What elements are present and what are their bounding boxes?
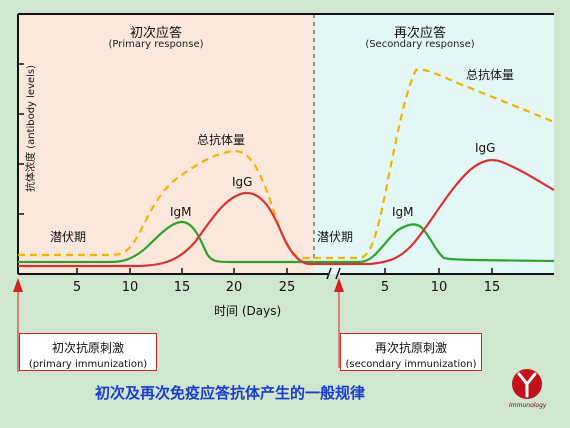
- primary-response-title: 初次应答: [129, 26, 182, 41]
- primary-immunization-title: 初次抗原刺激: [51, 341, 124, 355]
- igg-label-primary: IgG: [232, 175, 253, 189]
- x-tick-label: 15: [173, 280, 191, 295]
- y-axis-label: 抗体浓度 (antibody levels): [26, 64, 37, 192]
- igm-label-primary: IgM: [170, 205, 192, 219]
- immunology-logo: [512, 369, 542, 399]
- total-antibody-label-primary: 总抗体量: [197, 133, 246, 147]
- primary-arrowhead: [13, 278, 23, 292]
- secondary-immunization-subtitle: (secondary immunization): [345, 359, 477, 370]
- igm-curve-secondary: [314, 223, 555, 264]
- x-tick-label: 15: [483, 280, 501, 295]
- figure-caption: 初次及再次免疫应答抗体产生的一般规律: [95, 384, 366, 402]
- secondary-immunization-box: 再次抗原刺激 (secondary immunization): [340, 333, 482, 371]
- x-tick-label: 5: [380, 280, 390, 295]
- axis-break-mark: [326, 267, 332, 280]
- logo-caption: Immunology: [509, 402, 547, 409]
- secondary-response-subtitle: (Secondary response): [365, 39, 475, 50]
- x-tick-label: 20: [225, 280, 243, 295]
- total-antibody-curve-secondary: [314, 68, 555, 260]
- igm-curve-primary: [18, 220, 314, 264]
- secondary-phase-panel: [314, 14, 554, 274]
- secondary-response-title: 再次应答: [393, 26, 446, 41]
- igg-curve-primary: [18, 191, 314, 268]
- primary-response-subtitle: (Primary response): [108, 39, 204, 50]
- secondary-immunization-title: 再次抗原刺激: [374, 341, 447, 355]
- igg-curve-secondary: [314, 159, 555, 266]
- latent-period-label-secondary: 潜伏期: [317, 230, 354, 244]
- primary-immunization-subtitle: (primary immunization): [28, 359, 148, 370]
- x-tick-label: 10: [121, 280, 139, 295]
- secondary-arrowhead: [334, 278, 344, 292]
- axis-break-mark: [335, 267, 341, 280]
- latent-period-label-primary: 潜伏期: [50, 230, 87, 244]
- primary-immunization-box: 初次抗原刺激 (primary immunization): [19, 333, 157, 371]
- total-antibody-label-secondary: 总抗体量: [466, 68, 515, 82]
- x-tick-label: 25: [278, 280, 296, 295]
- igm-label-secondary: IgM: [392, 205, 414, 219]
- x-tick-label: 5: [72, 280, 82, 295]
- x-axis-label: 时间 (Days): [214, 304, 282, 318]
- igg-label-secondary: IgG: [475, 141, 496, 155]
- x-tick-label: 10: [430, 280, 448, 295]
- x-ticks: [76, 268, 493, 274]
